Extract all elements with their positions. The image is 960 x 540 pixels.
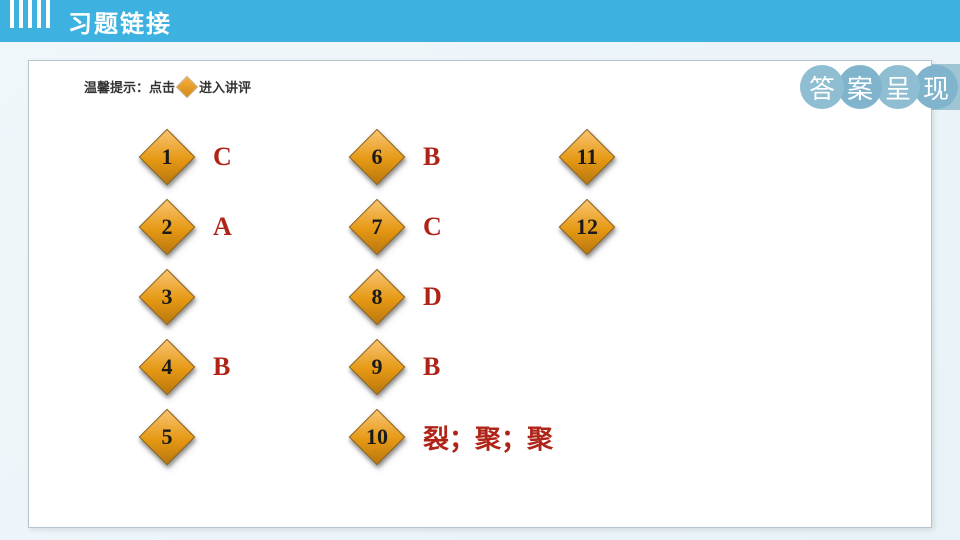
question-item-12[interactable]: 12 [559, 199, 633, 255]
answer-text: B [423, 142, 440, 172]
badge-char: 现 [914, 65, 958, 109]
question-item-5[interactable]: 5 [139, 409, 213, 465]
question-number: 8 [358, 278, 396, 316]
question-item-4[interactable]: 4B [139, 339, 230, 395]
header-stripes-icon [0, 0, 50, 42]
diamond-icon[interactable]: 10 [349, 409, 405, 465]
question-item-6[interactable]: 6B [349, 129, 440, 185]
question-number: 2 [148, 208, 186, 246]
question-item-2[interactable]: 2A [139, 199, 232, 255]
diamond-icon[interactable]: 2 [139, 199, 195, 255]
question-item-1[interactable]: 1C [139, 129, 232, 185]
diamond-icon[interactable]: 6 [349, 129, 405, 185]
diamond-icon[interactable]: 8 [349, 269, 405, 325]
answer-text: D [423, 282, 442, 312]
diamond-icon [177, 77, 197, 97]
hint-prefix: 温馨提示：点击 [84, 77, 175, 96]
question-number: 10 [358, 418, 396, 456]
answer-text: B [213, 352, 230, 382]
question-number: 7 [358, 208, 396, 246]
diamond-icon[interactable]: 5 [139, 409, 195, 465]
diamond-icon[interactable]: 1 [139, 129, 195, 185]
question-item-7[interactable]: 7C [349, 199, 442, 255]
diamond-icon[interactable]: 12 [559, 199, 615, 255]
question-number: 4 [148, 348, 186, 386]
hint-suffix: 进入讲评 [199, 77, 251, 96]
question-number: 9 [358, 348, 396, 386]
answer-text: B [423, 352, 440, 382]
question-number: 1 [148, 138, 186, 176]
diamond-icon[interactable]: 11 [559, 129, 615, 185]
question-number: 6 [358, 138, 396, 176]
header-title: 习题链接 [68, 4, 172, 39]
question-number: 11 [568, 138, 606, 176]
answer-text: A [213, 212, 232, 242]
question-number: 5 [148, 418, 186, 456]
hint-text: 温馨提示：点击 进入讲评 [84, 77, 251, 96]
answer-text: C [423, 212, 442, 242]
header-bar: 习题链接 [0, 0, 960, 42]
diamond-icon[interactable]: 9 [349, 339, 405, 395]
question-item-8[interactable]: 8D [349, 269, 442, 325]
answer-text: 裂；聚；聚 [423, 419, 553, 456]
question-number: 12 [568, 208, 606, 246]
question-item-9[interactable]: 9B [349, 339, 440, 395]
question-item-10[interactable]: 10 裂；聚；聚 [349, 409, 553, 465]
question-item-3[interactable]: 3 [139, 269, 213, 325]
badge-char: 答 [800, 65, 844, 109]
question-item-11[interactable]: 11 [559, 129, 633, 185]
badge-char: 呈 [876, 65, 920, 109]
answer-text: C [213, 142, 232, 172]
diamond-icon[interactable]: 7 [349, 199, 405, 255]
diamond-icon[interactable]: 3 [139, 269, 195, 325]
content-panel: 温馨提示：点击 进入讲评 1C2A34B56B7C8D9B10裂；聚；聚1112 [28, 60, 932, 528]
answers-grid: 1C2A34B56B7C8D9B10裂；聚；聚1112 [99, 117, 891, 517]
diamond-icon[interactable]: 4 [139, 339, 195, 395]
question-number: 3 [148, 278, 186, 316]
badge-char: 案 [838, 65, 882, 109]
answers-badge: 答 案 呈 现 [782, 64, 960, 110]
